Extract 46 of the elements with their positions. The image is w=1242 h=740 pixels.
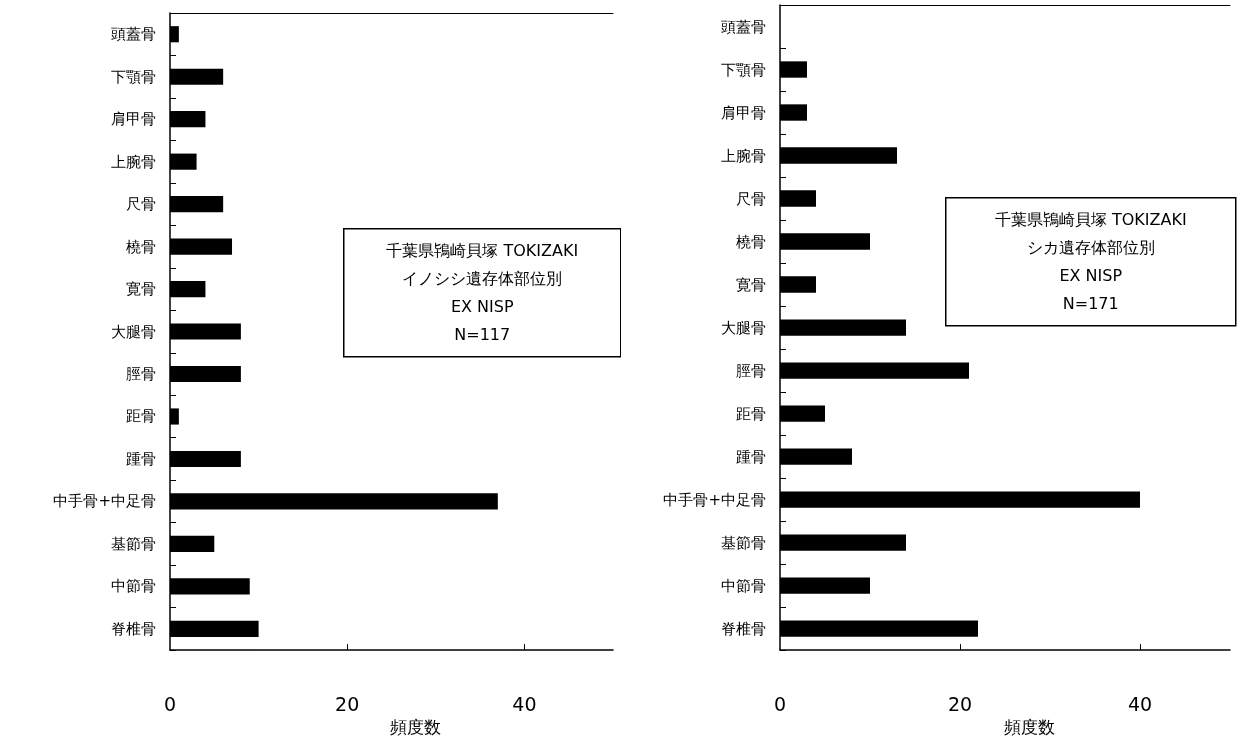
y-tick-label: 頭蓋骨 (111, 25, 156, 44)
y-tick-label: 脊椎骨 (111, 619, 156, 638)
x-tick-label: 0 (773, 692, 787, 715)
y-tick-label: 尺骨 (736, 189, 766, 208)
x-tick-label: 0 (163, 692, 177, 715)
y-tick-label: 脊椎骨 (721, 619, 766, 638)
x-tick-label: 20 (335, 692, 360, 715)
y-tick-label: 頭蓋骨 (721, 17, 766, 36)
y-tick-label: 距骨 (126, 407, 156, 426)
y-tick-label: 基節骨 (721, 533, 766, 552)
x-axis-title: 頻度数 (390, 716, 441, 737)
y-tick-label: 中節骨 (721, 576, 766, 595)
y-tick-label: 踵骨 (736, 447, 766, 466)
y-tick-label: 踵骨 (126, 449, 156, 468)
y-tick-label: 寛骨 (126, 280, 156, 299)
y-tick-label: 寛骨 (736, 275, 766, 294)
y-tick-label: 肩甲骨 (721, 103, 766, 122)
x-tick-label: 40 (512, 692, 537, 715)
y-tick-label: 橈骨 (126, 237, 156, 256)
y-tick-label: 中節骨 (111, 577, 156, 596)
annotation: EX NISP (1059, 266, 1123, 286)
y-tick-label: 上腕骨 (111, 152, 156, 171)
annotation: EX NISP (450, 297, 514, 317)
annotation: N=171 (1062, 294, 1119, 314)
y-tick-label: 基節骨 (111, 534, 156, 553)
y-tick-label: 大腿骨 (111, 322, 156, 341)
x-axis-title: 頻度数 (1003, 716, 1055, 737)
y-tick-label: 脛骨 (736, 361, 766, 380)
y-tick-label: 中手骨+中足骨 (663, 490, 766, 509)
annotation: 千葉県鴇崎貝塚 TOKIZAKI (994, 210, 1187, 230)
y-tick-label: 上腕骨 (721, 146, 766, 165)
y-tick-label: 大腿骨 (721, 318, 766, 337)
x-tick-label: 40 (1127, 692, 1153, 715)
annotation: イノシシ遺存体部位別 (402, 269, 563, 289)
y-tick-label: 脛骨 (126, 365, 156, 384)
y-tick-label: 肩甲骨 (111, 110, 156, 129)
y-tick-label: 下顎骨 (721, 60, 766, 79)
annotation: 千葉県鴇崎貝塚 TOKIZAKI (386, 241, 579, 261)
annotation: N=117 (454, 325, 511, 345)
y-tick-label: 下顎骨 (111, 67, 156, 86)
x-tick-label: 20 (947, 692, 973, 715)
annotation: シカ遺存体部位別 (1026, 238, 1155, 258)
y-tick-label: 中手骨+中足骨 (53, 492, 156, 511)
y-tick-label: 橈骨 (736, 232, 766, 251)
y-tick-label: 距骨 (736, 404, 766, 423)
y-tick-label: 尺骨 (126, 195, 156, 214)
